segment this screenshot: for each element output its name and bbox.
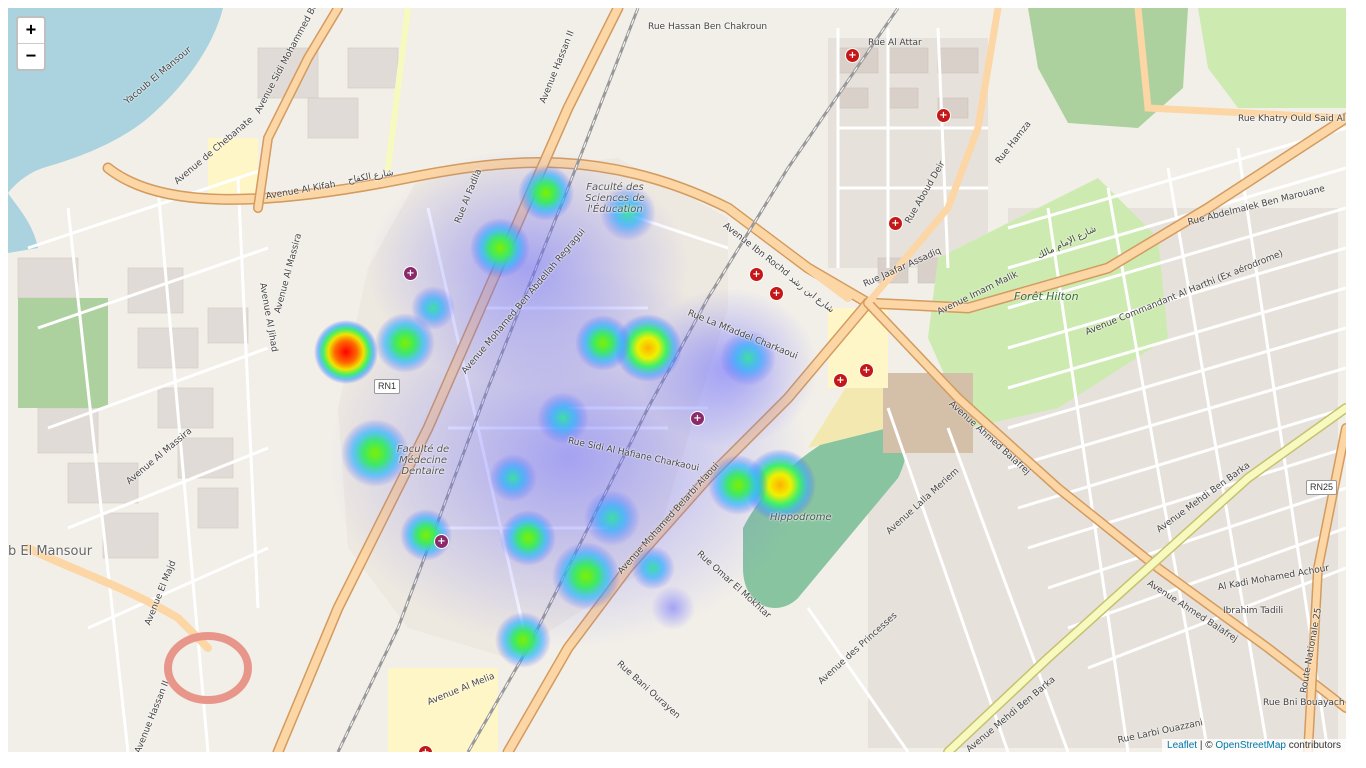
leaflet-link[interactable]: Leaflet — [1167, 740, 1198, 751]
zoom-out-button[interactable]: − — [18, 43, 44, 69]
zoom-control: + − — [16, 16, 46, 71]
harbour-area — [8, 193, 38, 253]
label-hassan-ben-chakroun: Rue Hassan Ben Chakroun — [648, 22, 768, 32]
park-west — [18, 298, 108, 408]
place-of-worship-icon[interactable]: + — [690, 411, 705, 426]
roundabout — [164, 632, 252, 704]
route-shield-rn1: RN1 — [374, 379, 401, 394]
heat-point-north-2 — [600, 185, 656, 241]
hippodrome-track — [743, 423, 907, 608]
attribution-contributors: contributors — [1285, 740, 1341, 751]
heatmap-layer — [314, 148, 818, 668]
map-container[interactable]: + + + + + + + + + + + RN1 RN25 Rue Hassa… — [8, 8, 1346, 752]
hospital-icon[interactable]: + — [749, 267, 764, 282]
label-faculte-medecine: Faculté de Médecine Dentaire — [396, 444, 450, 477]
label-faculte-sciences: Faculté des Sciences de l'Éducation — [585, 182, 645, 215]
route-shield-rn25: RN25 — [1306, 480, 1338, 495]
heat-point-east-1 — [720, 330, 776, 386]
heat-point-south-2 — [500, 510, 556, 566]
school-area-north — [208, 138, 258, 198]
attribution-separator: | © — [1197, 740, 1216, 751]
place-of-worship-icon[interactable]: + — [434, 534, 449, 549]
label-rue-attar: Rue Al Attar — [868, 38, 922, 48]
hospital-icon[interactable]: + — [936, 108, 951, 123]
heat-point-south-3 — [584, 490, 640, 546]
school-area-south — [388, 668, 498, 752]
park-ne-2 — [1198, 8, 1346, 108]
heat-point-center-1 — [537, 392, 589, 444]
hospital-icon[interactable]: + — [888, 216, 903, 231]
label-ibrahim-tadili: Ibrahim Tadili — [1223, 606, 1284, 616]
heat-point-fsde-east — [614, 314, 682, 382]
hospital-icon[interactable]: + — [833, 373, 848, 388]
heat-point-south-7 — [651, 586, 695, 630]
heat-point-south-5 — [631, 546, 675, 590]
label-rue-khatry: Rue Khatry Ould Said Al Joumni — [1238, 114, 1346, 124]
heat-point-red — [314, 320, 378, 384]
heat-point-south-4 — [552, 542, 620, 610]
heat-point-west-1 — [375, 313, 435, 373]
label-foret-hilton: Forêt Hilton — [1014, 290, 1079, 303]
heat-point-fsde — [575, 315, 631, 371]
hospital-icon[interactable]: + — [845, 48, 860, 63]
heat-point-north-3 — [470, 218, 530, 278]
label-place-el-mansour: b El Mansour — [8, 544, 93, 559]
heat-point-west-3 — [341, 419, 409, 487]
label-hippodrome: Hippodrome — [770, 512, 832, 523]
hospital-icon[interactable]: + — [769, 286, 784, 301]
openstreetmap-link[interactable]: OpenStreetMap — [1215, 740, 1286, 751]
zoom-in-button[interactable]: + — [25, 20, 37, 40]
heat-point-center-2 — [489, 454, 537, 502]
heat-point-south-6 — [495, 612, 551, 668]
heat-point-west-2 — [411, 286, 455, 330]
place-of-worship-icon[interactable]: + — [403, 266, 418, 281]
heat-point-hippodrome-west — [708, 455, 768, 515]
sea-area — [8, 8, 223, 193]
map-attribution: Leaflet | © OpenStreetMap contributors — [1162, 739, 1346, 752]
hospital-icon[interactable]: + — [859, 363, 874, 378]
heat-point-north-1 — [518, 165, 574, 221]
label-rue-bni-bouayach: Rue Bni Bouayach — [1263, 698, 1345, 708]
map-tiles[interactable] — [8, 8, 1346, 752]
foret-hilton-area — [928, 178, 1168, 428]
